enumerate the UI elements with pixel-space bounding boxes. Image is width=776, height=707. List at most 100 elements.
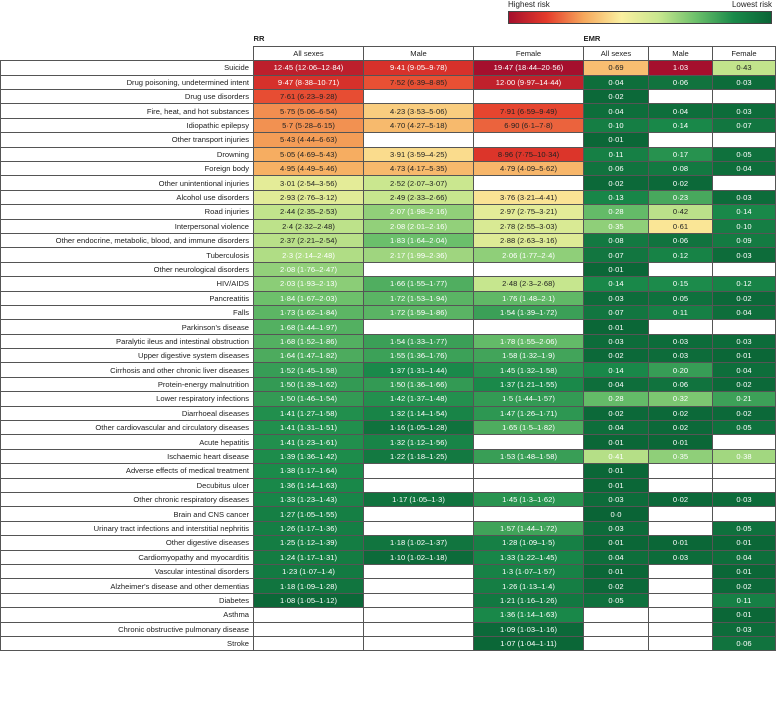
table-row: Adverse effects of medical treatment 1·38…: [0, 463, 776, 479]
rr-cell: 1·41 (1·31–1·51): [253, 420, 364, 436]
cause-label: Drug poisoning, undetermined intent: [0, 74, 254, 91]
table-body: Suicide 12·45 (12·06–12·84) 9·41 (9·05–9·7…: [0, 60, 776, 652]
rr-cell: 1·41 (1·23–1·61): [253, 434, 364, 450]
emr-cell: 0·02: [648, 491, 713, 508]
cause-label: Diarrhoeal diseases: [0, 405, 254, 422]
empty-cell: [363, 89, 474, 105]
rr-cell: 3·91 (3·59–4·25): [363, 146, 474, 163]
rr-cell: 1·26 (1·17–1·36): [253, 520, 364, 537]
empty-cell: [363, 621, 474, 637]
rr-cell: 1·36 (1·14–1·63): [253, 477, 364, 494]
rr-cell: 1·84 (1·67–2·03): [253, 290, 364, 306]
rr-cell: 1·38 (1·17–1·64): [253, 463, 364, 479]
emr-cell: 0·35: [583, 218, 649, 234]
cause-label: Ischaemic heart disease: [0, 448, 254, 465]
empty-cell: [648, 635, 713, 652]
cause-label: Upper digestive system diseases: [0, 348, 254, 364]
emr-cell: 0·03: [583, 290, 649, 306]
table-row: Upper digestive system diseases 1·64 (1·4…: [0, 348, 776, 364]
rr-cell: 1·52 (1·45–1·58): [253, 362, 364, 378]
emr-cell: 0·08: [583, 232, 649, 249]
empty-cell: [648, 506, 713, 522]
empty-cell: [648, 463, 713, 479]
emr-cell: 0·04: [648, 103, 713, 119]
emr-cell: 0·23: [648, 189, 713, 206]
emr-cell: 0·05: [648, 290, 713, 306]
group-header-rr: RR: [253, 32, 584, 47]
rr-cell: 2·93 (2·76–3·12): [253, 189, 364, 206]
cause-label: Drug use disorders: [0, 89, 254, 105]
empty-cell: [363, 563, 474, 580]
cause-label: Asthma: [0, 607, 254, 623]
table-row: Pancreatitis 1·84 (1·67–2·03) 1·72 (1·53–1…: [0, 290, 776, 306]
emr-cell: 0·04: [583, 103, 649, 119]
empty-cell: [648, 319, 713, 335]
rr-cell: 5·75 (5·06–6·54): [253, 103, 364, 119]
table-row: Falls 1·73 (1·62–1·84) 1·72 (1·59–1·86) 1·5…: [0, 304, 776, 321]
emr-cell: 0·04: [583, 420, 649, 436]
emr-cell: 0·04: [712, 161, 776, 177]
emr-cell: 0·28: [583, 391, 649, 407]
empty-cell: [648, 89, 713, 105]
cause-label: Urinary tract infections and interstitia…: [0, 520, 254, 537]
cause-label: Other chronic respiratory diseases: [0, 491, 254, 508]
emr-cell: 0·43: [712, 60, 776, 76]
table-row: Other endocrine, metabolic, blood, and i…: [0, 232, 776, 249]
empty-cell: [648, 520, 713, 537]
rr-cell: 1·42 (1·37–1·48): [363, 391, 474, 407]
cause-label: Cirrhosis and other chronic liver diseas…: [0, 362, 254, 378]
rr-cell: 1·76 (1·48–2·1): [473, 290, 584, 306]
rr-cell: 4·79 (4·09–5·62): [473, 161, 584, 177]
table-row: Other cardiovascular and circulatory dis…: [0, 420, 776, 436]
table-row: Paralytic ileus and intestinal obstructi…: [0, 333, 776, 350]
empty-cell: [363, 477, 474, 494]
empty-cell: [712, 506, 776, 522]
table-row: Decubitus ulcer 1·36 (1·14–1·63) 0·01: [0, 477, 776, 494]
rr-cell: 1·65 (1·5–1·82): [473, 420, 584, 436]
emr-cell: 0·01: [712, 348, 776, 364]
empty-cell: [712, 319, 776, 335]
cause-label: Other neurological disorders: [0, 261, 254, 278]
table-row: Road injuries 2·44 (2·35–2·53) 2·07 (1·98–…: [0, 204, 776, 220]
table-row: Fire, heat, and hot substances 5·75 (5·06…: [0, 103, 776, 119]
column-header: Male: [648, 45, 713, 62]
rr-cell: 2·78 (2·55–3·03): [473, 218, 584, 234]
emr-cell: 0·01: [583, 319, 649, 335]
emr-cell: 0·10: [583, 117, 649, 134]
rr-cell: 2·08 (1·76–2·47): [253, 261, 364, 278]
legend-high-label: Lowest risk: [731, 0, 772, 9]
empty-cell: [473, 463, 584, 479]
table-row: Diabetes 1·08 (1·05–1·12) 1·21 (1·16–1·26)…: [0, 592, 776, 609]
rr-cell: 2·52 (2·07–3·07): [363, 175, 474, 191]
legend-gradient-bar: [508, 11, 772, 24]
rr-cell: 4·23 (3·53–5·06): [363, 103, 474, 119]
empty-cell: [583, 607, 649, 623]
table-row: Other transport injuries 5·43 (4·44–6·63)…: [0, 132, 776, 148]
rr-cell: 19·47 (18·44–20·56): [473, 60, 584, 76]
emr-cell: 0·04: [583, 376, 649, 393]
emr-cell: 0·01: [712, 535, 776, 551]
emr-cell: 0·03: [648, 333, 713, 350]
emr-cell: 0·03: [583, 491, 649, 508]
rr-cell: 1·50 (1·39–1·62): [253, 376, 364, 393]
table-row: Other neurological disorders 2·08 (1·76–2…: [0, 261, 776, 278]
emr-cell: 0·09: [712, 232, 776, 249]
emr-cell: 0·06: [648, 74, 713, 91]
emr-cell: 0·01: [583, 463, 649, 479]
column-header: All sexes: [583, 45, 649, 62]
table-row: Other digestive diseases 1·25 (1·12–1·39)…: [0, 535, 776, 551]
rr-cell: 4·73 (4·17–5·35): [363, 161, 474, 177]
rr-cell: 1·22 (1·18–1·25): [363, 448, 474, 465]
emr-cell: 0·01: [712, 563, 776, 580]
cause-label: Decubitus ulcer: [0, 477, 254, 494]
cause-label: Falls: [0, 304, 254, 321]
empty-cell: [473, 319, 584, 335]
cause-label: Cardiomyopathy and myocarditis: [0, 549, 254, 565]
cause-label: Road injuries: [0, 204, 254, 220]
cause-label: Protein-energy malnutrition: [0, 376, 254, 393]
emr-cell: 0·03: [712, 103, 776, 119]
emr-cell: 0·03: [648, 549, 713, 565]
rr-cell: 2·06 (1·77–2·4): [473, 247, 584, 263]
table-row: Alcohol use disorders 2·93 (2·76–3·12) 2·4…: [0, 189, 776, 206]
table-row: HIV/AIDS 2·03 (1·93–2·13) 1·66 (1·55–1·77)…: [0, 276, 776, 292]
